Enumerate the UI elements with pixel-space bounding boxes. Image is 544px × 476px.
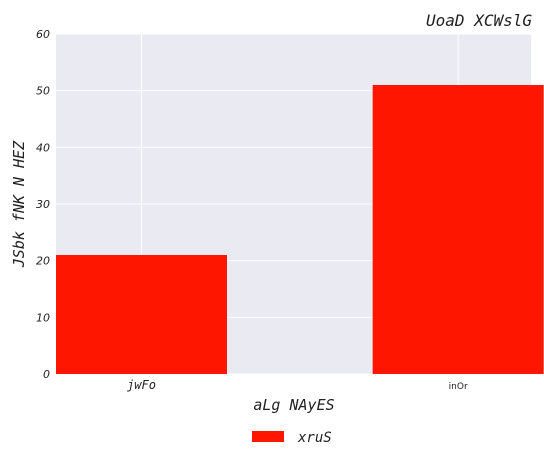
legend-swatch [252,431,284,442]
x-axis-label: aLg NAyES [253,396,334,414]
x-tick-labels: jwFo inOr [127,378,468,392]
y-tick-label: 10 [36,311,50,324]
bar-jwFo [56,255,227,374]
legend: xruS [252,430,332,446]
y-tick-labels: 0 10 20 30 40 50 60 [36,28,50,381]
y-tick-label: 0 [43,368,50,381]
y-tick-label: 50 [36,85,50,98]
bars-group [56,85,544,374]
y-axis-label: JSbk fNK N HEZ [10,140,28,268]
x-tick-label: inOr [449,382,468,392]
x-tick-label: jwFo [127,378,156,392]
y-tick-label: 60 [36,28,50,41]
legend-label: xruS [297,430,332,446]
y-tick-label: 30 [36,198,50,211]
y-tick-label: 20 [36,255,50,268]
bar-inOr [372,85,544,374]
y-tick-label: 40 [36,141,50,154]
chart-title: UoaD XCWslG [426,11,532,30]
